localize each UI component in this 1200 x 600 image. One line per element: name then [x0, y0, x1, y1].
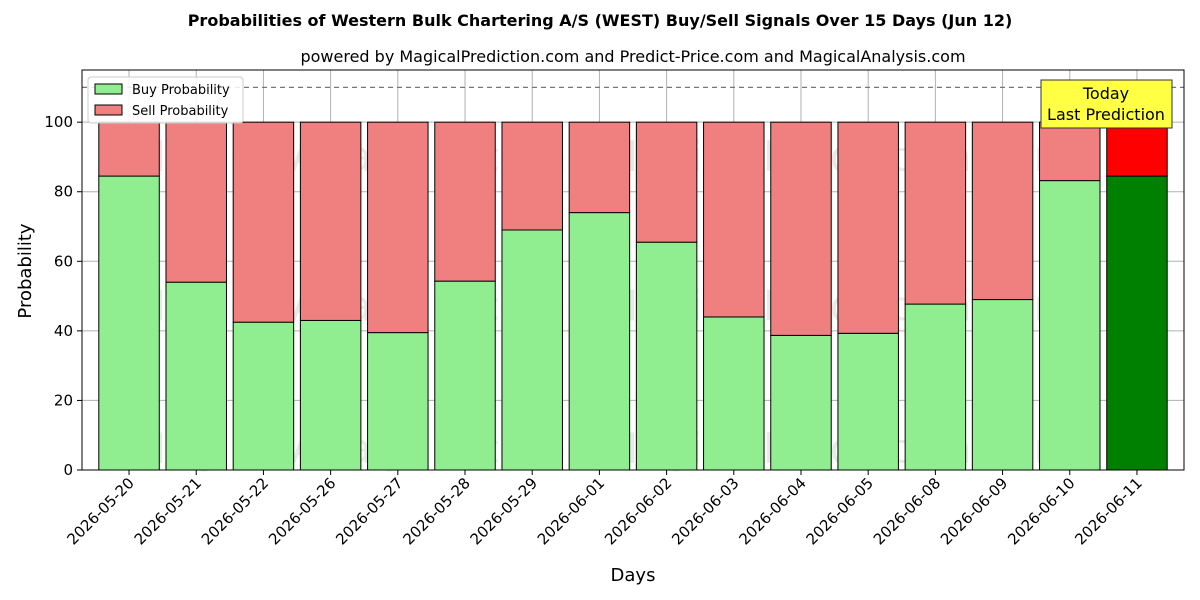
- bar-sell: [904, 121, 967, 305]
- x-tick-label: 2026-05-27: [332, 474, 406, 548]
- bar-sell: [1039, 121, 1101, 182]
- bar-sell: [501, 121, 563, 231]
- plot-frame: [81, 69, 1185, 471]
- x-axis-label: Days: [611, 565, 656, 586]
- x-tick-label: 2026-05-29: [467, 474, 541, 548]
- y-tick-label: 100: [44, 113, 73, 131]
- bar-sell: [98, 121, 160, 177]
- annotation-text: Last Prediction: [1047, 105, 1165, 124]
- plot-area: MagicalAnalysis.comMagicalPrediction.com…: [44, 69, 1185, 548]
- bar-sell: [971, 121, 1034, 301]
- bar-buy: [1106, 175, 1168, 471]
- legend-swatch: [94, 104, 123, 116]
- bar-sell: [635, 121, 698, 243]
- y-tick-label: 20: [54, 391, 73, 409]
- legend-label: Sell Probability: [132, 104, 229, 119]
- bar-buy: [971, 299, 1034, 471]
- bar-buy: [568, 212, 631, 471]
- x-tick-label: 2026-05-21: [131, 474, 205, 548]
- y-tick-label: 0: [63, 461, 73, 479]
- bar-sell: [367, 121, 429, 334]
- y-axis-label: Probability: [15, 223, 36, 318]
- bar-sell: [1106, 121, 1168, 177]
- bar-buy: [367, 332, 429, 471]
- bar-sell: [165, 121, 227, 283]
- x-tick-label: 2026-06-11: [1071, 474, 1145, 548]
- bar-buy: [165, 281, 227, 471]
- chart-title: Probabilities of Western Bulk Chartering…: [188, 11, 1013, 30]
- bar-sell: [770, 121, 832, 336]
- x-tick-label: 2026-05-20: [63, 474, 137, 548]
- annotation-text: Today: [1082, 84, 1129, 103]
- bar-sell: [568, 121, 631, 214]
- legend-box: [87, 76, 244, 124]
- bar-buy: [232, 321, 295, 471]
- bar-buy: [837, 332, 899, 471]
- y-tick-label: 80: [54, 183, 73, 201]
- x-tick-label: 2026-05-22: [198, 474, 272, 548]
- bar-buy: [434, 280, 496, 471]
- x-tick-label: 2026-05-28: [399, 474, 473, 548]
- bar-sell: [299, 121, 362, 321]
- x-tick-label: 2026-06-10: [1004, 474, 1078, 548]
- chart-subtitle: powered by MagicalPrediction.com and Pre…: [300, 47, 965, 66]
- bar-buy: [98, 175, 160, 471]
- x-tick-label: 2026-06-01: [534, 474, 608, 548]
- x-tick-label: 2026-06-05: [803, 474, 877, 548]
- bar-sell: [232, 121, 295, 323]
- x-tick-label: 2026-05-26: [265, 474, 339, 548]
- bar-buy: [904, 303, 967, 471]
- legend-swatch: [94, 83, 123, 95]
- y-tick-label: 40: [54, 322, 73, 340]
- bar-buy: [770, 334, 832, 471]
- x-tick-label: 2026-06-09: [937, 474, 1011, 548]
- x-tick-label: 2026-06-02: [601, 474, 675, 548]
- y-tick-label: 60: [54, 252, 73, 270]
- bar-buy: [635, 241, 698, 471]
- bar-buy: [1039, 180, 1101, 471]
- x-tick-label: 2026-06-08: [870, 474, 944, 548]
- bar-sell: [703, 121, 765, 318]
- x-tick-label: 2026-06-03: [668, 474, 742, 548]
- x-tick-label: 2026-06-04: [735, 474, 809, 548]
- bar-buy: [501, 229, 563, 471]
- annotation-box: [1040, 79, 1173, 129]
- bar-buy: [299, 319, 362, 471]
- legend-label: Buy Probability: [132, 83, 230, 98]
- bar-sell: [837, 121, 899, 334]
- bar-buy: [703, 316, 765, 471]
- bar-sell: [434, 121, 496, 282]
